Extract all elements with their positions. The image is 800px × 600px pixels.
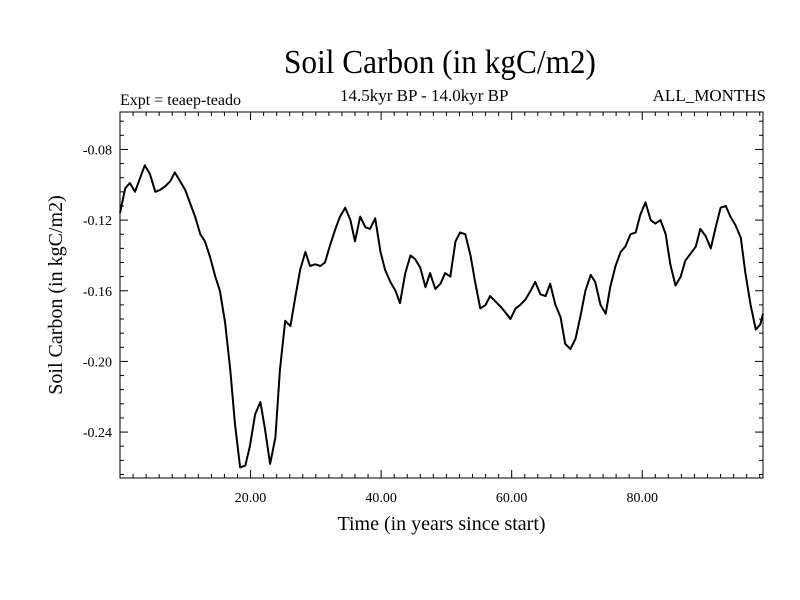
soil-carbon-series-line — [119, 164, 764, 469]
x-tick-label: 40.00 — [365, 491, 397, 506]
y-tick-label: -0.12 — [83, 214, 112, 229]
x-tick-label: 20.00 — [235, 491, 267, 506]
months-label: ALL_MONTHS — [652, 86, 766, 105]
y-tick-label: -0.20 — [83, 355, 112, 370]
x-tick-label: 60.00 — [496, 491, 528, 506]
axis-ticks — [120, 112, 763, 478]
y-tick-label: -0.08 — [83, 143, 112, 158]
y-tick-label: -0.24 — [83, 426, 112, 441]
y-axis-label: Soil Carbon (in kgC/m2) — [45, 195, 67, 394]
chart-subtitle: 14.5kyr BP - 14.0kyr BP — [340, 86, 509, 105]
chart-title: Soil Carbon (in kgC/m2) — [284, 44, 596, 81]
axis-tick-labels: 20.00 40.00 60.00 80.00 -0.08 -0.12 -0.16 -0.20… — [83, 143, 658, 506]
experiment-label: Expt = teaep-teado — [120, 92, 241, 109]
x-tick-label: 80.00 — [626, 491, 658, 506]
plot-frame — [119, 111, 764, 479]
y-tick-label: -0.16 — [83, 285, 112, 300]
x-axis-label: Time (in years since start) — [337, 513, 545, 535]
